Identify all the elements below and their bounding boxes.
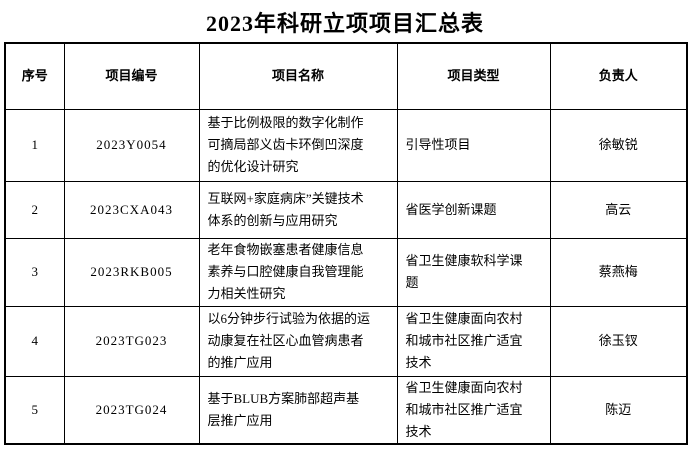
cell-seq: 1 [4, 108, 65, 182]
cell-name: 互联网+家庭病床”关键技术体系的创新与应用研究 [198, 180, 398, 239]
cell-type: 省卫生健康软科学课题 [396, 237, 551, 307]
table-header-row: 序号 项目编号 项目名称 项目类型 负责人 [4, 42, 688, 110]
cell-leader: 蔡燕梅 [549, 237, 688, 307]
cell-leader: 徐玉钗 [549, 305, 688, 377]
cell-seq: 2 [4, 180, 65, 239]
cell-code: 2023TG023 [63, 305, 200, 377]
cell-leader: 高云 [549, 180, 688, 239]
cell-leader: 徐敏锐 [549, 108, 688, 182]
cell-seq: 4 [4, 305, 65, 377]
cell-name: 基于BLUB方案肺部超声基层推广应用 [198, 375, 398, 444]
cell-name: 基于比例极限的数字化制作可摘局部义齿卡环倒凹深度的优化设计研究 [198, 108, 398, 182]
header-type: 项目类型 [396, 42, 551, 110]
cell-seq: 3 [4, 237, 65, 307]
cell-code: 2023CXA043 [63, 180, 200, 239]
header-seq: 序号 [4, 42, 65, 110]
cell-type: 省卫生健康面向农村和城市社区推广适宜技术 [396, 305, 551, 377]
cell-type: 省医学创新课题 [396, 180, 551, 239]
page-title: 2023年科研立项项目汇总表 [205, 11, 484, 36]
cell-name: 老年食物嵌塞患者健康信息素养与口腔健康自我管理能力相关性研究 [198, 237, 398, 307]
cell-type: 省卫生健康面向农村和城市社区推广适宜技术 [396, 375, 551, 444]
header-leader: 负责人 [549, 42, 688, 110]
table-row: 1 2023Y0054 基于比例极限的数字化制作可摘局部义齿卡环倒凹深度的优化设… [4, 108, 688, 182]
projects-table: 序号 项目编号 项目名称 项目类型 负责人 1 2023Y0054 基于比例极限… [4, 42, 688, 445]
header-name: 项目名称 [198, 42, 398, 110]
table-row: 2 2023CXA043 互联网+家庭病床”关键技术体系的创新与应用研究 省医学… [4, 180, 688, 239]
cell-code: 2023TG024 [63, 375, 200, 444]
table-row: 3 2023RKB005 老年食物嵌塞患者健康信息素养与口腔健康自我管理能力相关… [4, 237, 688, 307]
header-code: 项目编号 [63, 42, 200, 110]
cell-type: 引导性项目 [396, 108, 551, 182]
cell-code: 2023Y0054 [63, 108, 200, 182]
cell-name: 以6分钟步行试验为依据的运动康复在社区心血管病患者的推广应用 [198, 305, 398, 377]
cell-seq: 5 [4, 375, 65, 444]
table-row: 4 2023TG023 以6分钟步行试验为依据的运动康复在社区心血管病患者的推广… [4, 305, 688, 377]
cell-code: 2023RKB005 [63, 237, 200, 307]
table-row: 5 2023TG024 基于BLUB方案肺部超声基层推广应用 省卫生健康面向农村… [4, 375, 688, 444]
cell-leader: 陈迈 [549, 375, 688, 444]
